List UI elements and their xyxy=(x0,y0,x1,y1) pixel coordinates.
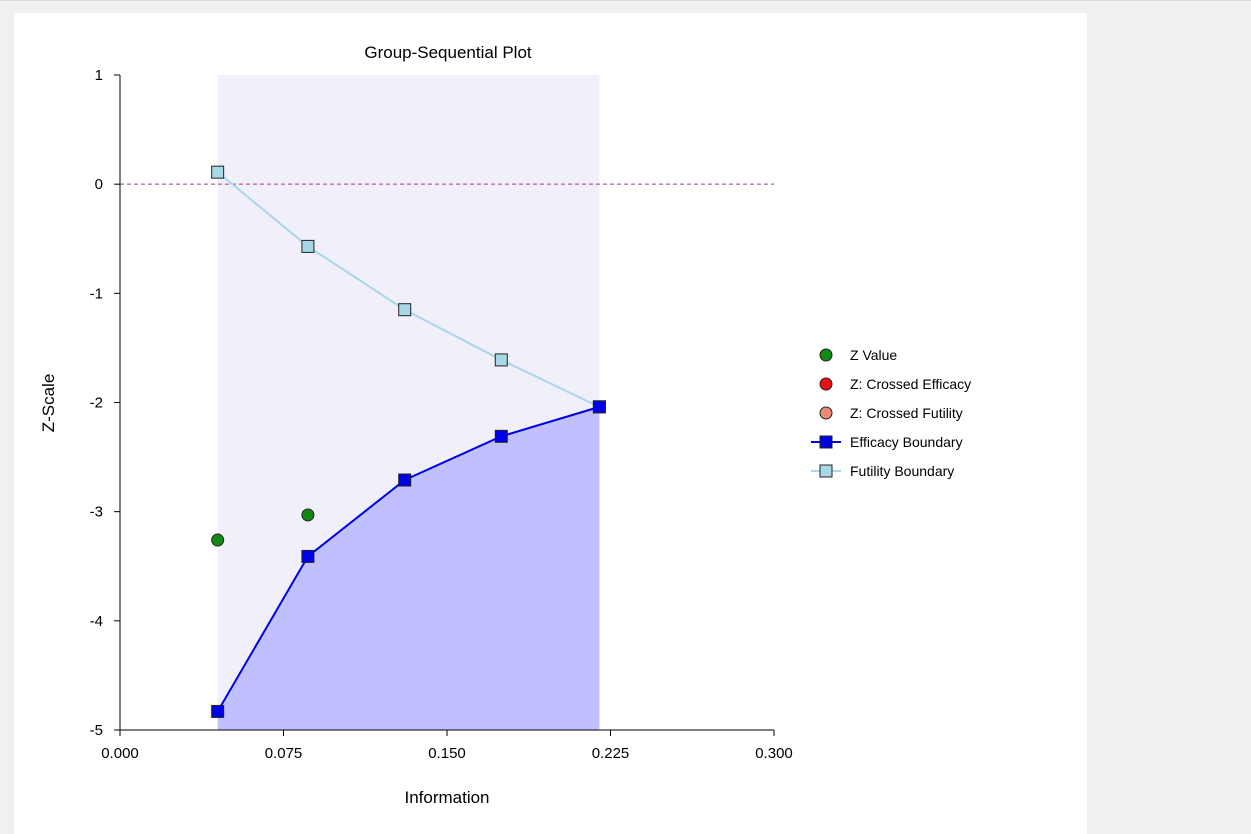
x-tick-label: 0.225 xyxy=(592,745,630,762)
y-tick-label: -3 xyxy=(90,504,103,521)
top-divider xyxy=(0,0,1251,1)
efficacy-boundary-marker xyxy=(211,704,225,718)
legend-marker-z-crossed-futility xyxy=(819,406,833,420)
legend-label-z-value: Z Value xyxy=(850,347,897,363)
futility-boundary-marker xyxy=(494,353,508,367)
legend-label-efficacy-boundary: Efficacy Boundary xyxy=(850,434,963,450)
y-tick-label: -2 xyxy=(90,395,103,412)
y-tick-label: 1 xyxy=(95,67,103,84)
axes-layer: 1 0 -1 -2 -3 -4 -5 0.000 0.075 0.150 0.225 0.300 xyxy=(90,67,793,762)
legend-label-z-crossed-efficacy: Z: Crossed Efficacy xyxy=(850,376,971,392)
efficacy-boundary-marker xyxy=(301,549,315,563)
efficacy-boundary-marker xyxy=(592,400,606,414)
y-tick-label: -4 xyxy=(90,613,103,630)
legend-marker-efficacy-boundary xyxy=(819,435,833,449)
y-axis-title: Z-Scale xyxy=(39,374,58,433)
z-value-point xyxy=(211,533,225,547)
shade-layer xyxy=(217,75,600,730)
legend-marker-z-value xyxy=(819,348,833,362)
futility-boundary-marker xyxy=(398,303,412,317)
x-tick-label: 0.075 xyxy=(265,745,303,762)
y-tick-label: -5 xyxy=(90,722,103,739)
series-layer xyxy=(211,165,606,718)
efficacy-region xyxy=(217,406,600,730)
futility-boundary-marker xyxy=(211,165,225,179)
legend: Z Value Z: Crossed Efficacy Z: Crossed Fut… xyxy=(811,347,971,479)
label-layer: Group-Sequential Plot Information Z-Scal… xyxy=(39,43,532,807)
x-tick-label: 0.150 xyxy=(428,745,466,762)
futility-boundary-marker xyxy=(301,239,315,253)
y-tick-label: 0 xyxy=(95,176,103,193)
legend-label-z-crossed-futility: Z: Crossed Futility xyxy=(850,405,963,421)
x-axis-title: Information xyxy=(404,788,489,807)
x-tick-label: 0.000 xyxy=(101,745,139,762)
y-tick-label: -1 xyxy=(90,285,103,302)
z-value-point xyxy=(301,508,315,522)
legend-marker-futility-boundary xyxy=(819,464,833,478)
legend-marker-z-crossed-efficacy xyxy=(819,377,833,391)
efficacy-boundary-marker xyxy=(494,429,508,443)
chart-title: Group-Sequential Plot xyxy=(364,43,532,62)
efficacy-boundary-marker xyxy=(398,473,412,487)
legend-label-futility-boundary: Futility Boundary xyxy=(850,463,954,479)
x-tick-label: 0.300 xyxy=(755,745,793,762)
